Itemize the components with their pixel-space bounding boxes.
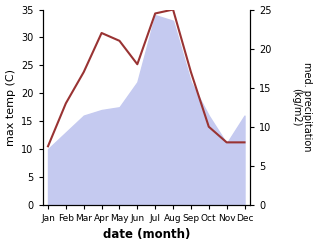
X-axis label: date (month): date (month) [103,228,190,242]
Y-axis label: max temp (C): max temp (C) [5,69,16,146]
Y-axis label: med. precipitation
(kg/m2): med. precipitation (kg/m2) [291,62,313,152]
